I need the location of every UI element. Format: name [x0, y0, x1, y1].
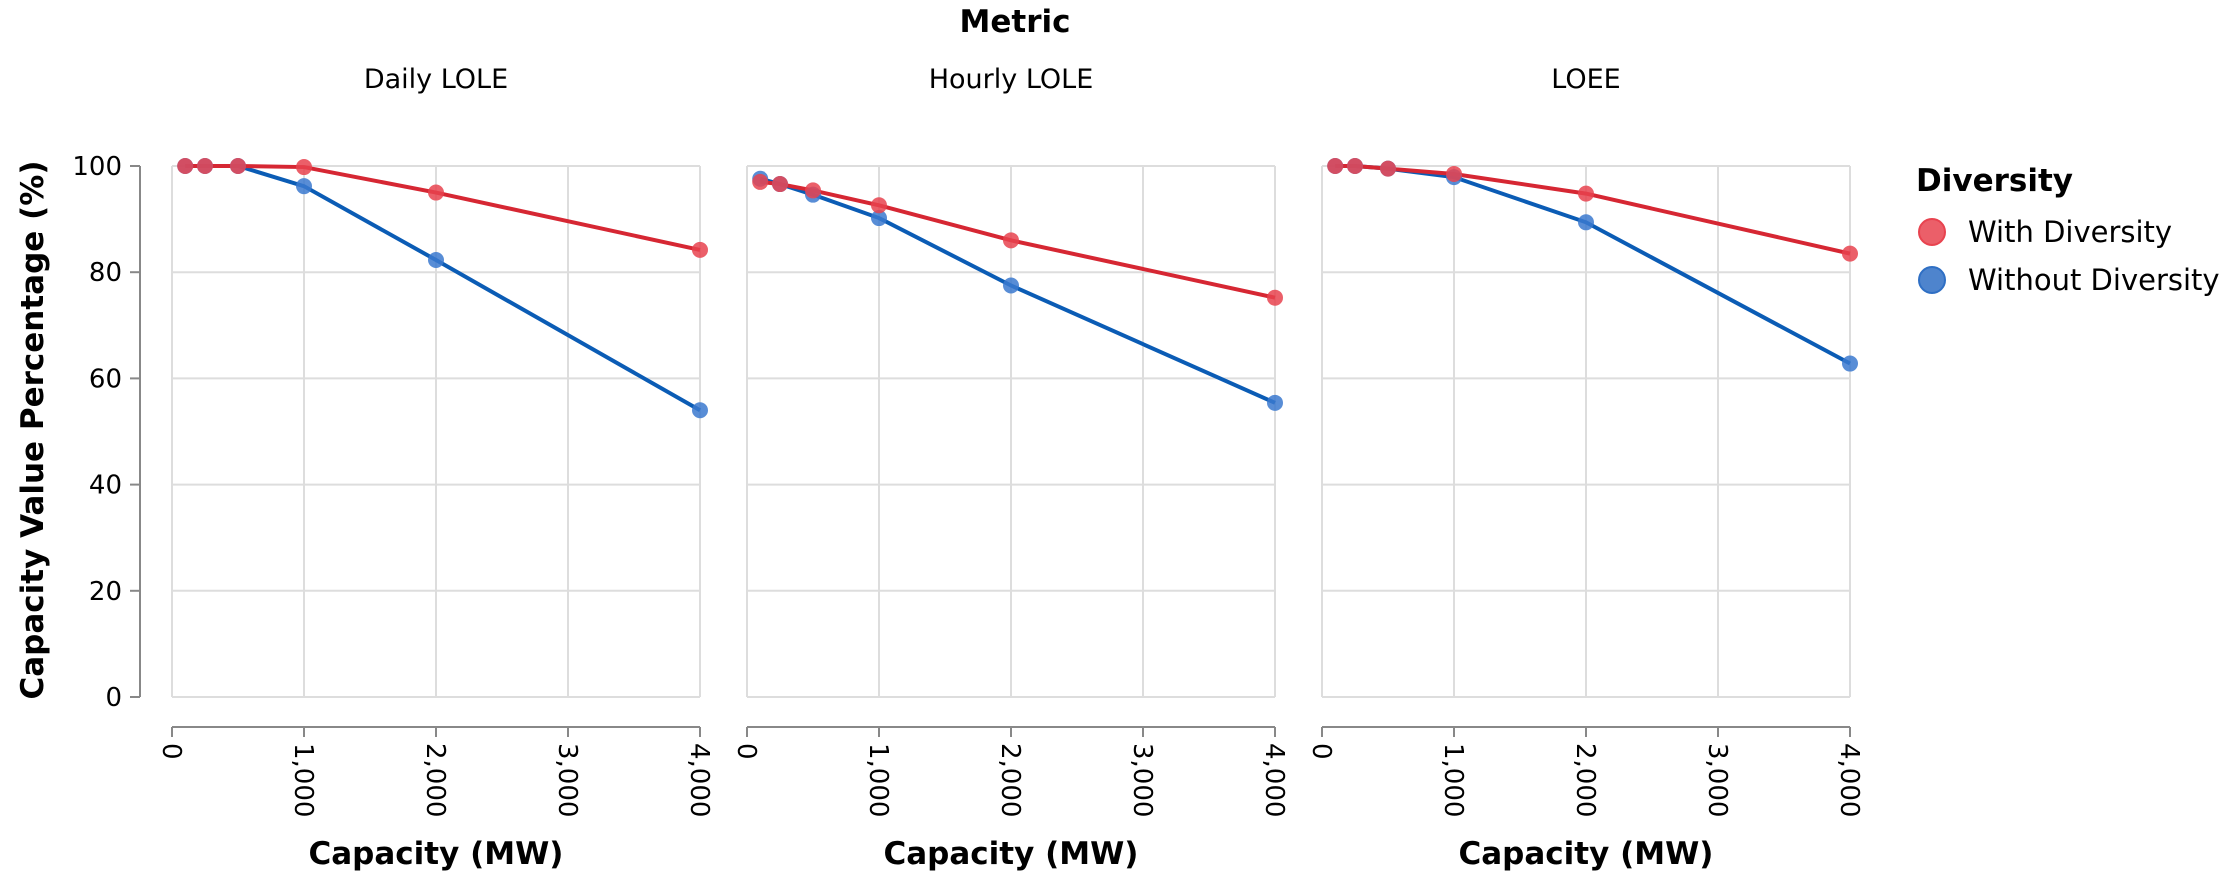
x-tick-label: 1,000: [863, 743, 893, 817]
x-tick-label: 0: [731, 743, 761, 760]
point-with-diversity: [1347, 158, 1363, 174]
facet-title: Daily LOLE: [364, 64, 508, 95]
x-tick-label: 4,000: [1259, 743, 1289, 817]
x-axis-title: Capacity (MW): [1459, 836, 1714, 872]
facet-panels: Daily LOLE 0 1,000 2,000 3,000 4,000 Capacity …: [72, 64, 1864, 872]
series-line-without-diversity: [185, 164, 701, 412]
point-with-diversity: [428, 184, 444, 201]
point-with-diversity: [752, 173, 769, 190]
point-without-diversity: [1842, 355, 1858, 372]
x-tick-label: 3,000: [1702, 743, 1732, 817]
x-tick-label: 1,000: [288, 743, 318, 817]
facet-title: LOEE: [1551, 64, 1620, 95]
x-tick-label: 0: [156, 743, 186, 760]
point-with-diversity: [871, 197, 887, 214]
y-tick-label: 20: [89, 577, 122, 607]
point-with-diversity: [772, 176, 788, 193]
series-line-with-diversity: [1335, 164, 1851, 256]
point-without-diversity: [1578, 214, 1594, 231]
point-with-diversity: [1446, 165, 1462, 182]
x-tick-label: 0: [1306, 743, 1336, 760]
point-with-diversity: [1267, 289, 1283, 306]
point-with-diversity: [805, 182, 821, 199]
legend-label: Without Diversity: [1968, 263, 2220, 297]
point-without-diversity: [1003, 277, 1019, 294]
point-with-diversity: [296, 159, 312, 176]
x-tick-label: 1,000: [1438, 743, 1468, 817]
y-axis-title: Capacity Value Percentage (%): [15, 161, 51, 700]
point-without-diversity: [692, 402, 708, 419]
series-line-without-diversity: [759, 176, 1276, 405]
facet-0: Daily LOLE 0 1,000 2,000 3,000 4,000 Capacity …: [72, 64, 714, 872]
facet-2: LOEE 0 1,000 2,000 3,000 4,000 Capacity (MW): [1306, 64, 1864, 872]
point-without-diversity: [871, 210, 887, 227]
facet-1: Hourly LOLE 0 1,000 2,000 3,000 4,000 Capacity…: [731, 64, 1289, 872]
point-with-diversity: [1842, 245, 1858, 262]
point-with-diversity: [1380, 160, 1396, 177]
x-tick-label: 4,000: [684, 743, 714, 817]
y-tick-label: 80: [89, 258, 122, 288]
legend: Diversity With Diversity Without Diversit…: [1916, 163, 2220, 297]
point-with-diversity: [1327, 158, 1344, 174]
x-axis-title: Capacity (MW): [309, 836, 564, 872]
legend-label: With Diversity: [1968, 215, 2172, 249]
facet-title: Hourly LOLE: [929, 64, 1094, 95]
y-tick-label: 40: [89, 471, 122, 501]
point-with-diversity: [1003, 232, 1019, 249]
point-without-diversity: [428, 251, 444, 268]
point-with-diversity: [230, 158, 246, 174]
x-tick-label: 2,000: [1570, 743, 1600, 817]
x-tick-label: 2,000: [995, 743, 1025, 817]
y-tick-label: 0: [105, 683, 122, 713]
y-tick-label: 100: [72, 152, 122, 182]
series-line-with-diversity: [185, 164, 701, 252]
x-tick-label: 3,000: [552, 743, 582, 817]
legend-swatch-without-diversity: [1918, 266, 1946, 294]
point-with-diversity: [177, 158, 194, 174]
x-tick-label: 3,000: [1127, 743, 1157, 817]
x-tick-label: 4,000: [1834, 743, 1864, 817]
point-without-diversity: [1267, 394, 1283, 411]
point-with-diversity: [1578, 185, 1594, 202]
point-with-diversity: [692, 241, 708, 258]
legend-title: Diversity: [1916, 163, 2073, 199]
x-axis-title: Capacity (MW): [884, 836, 1139, 872]
y-tick-label: 60: [89, 364, 122, 394]
x-tick-label: 2,000: [420, 743, 450, 817]
facet-header: Metric: [960, 4, 1071, 40]
point-with-diversity: [197, 158, 213, 174]
point-without-diversity: [296, 178, 312, 195]
legend-swatch-with-diversity: [1918, 218, 1946, 246]
